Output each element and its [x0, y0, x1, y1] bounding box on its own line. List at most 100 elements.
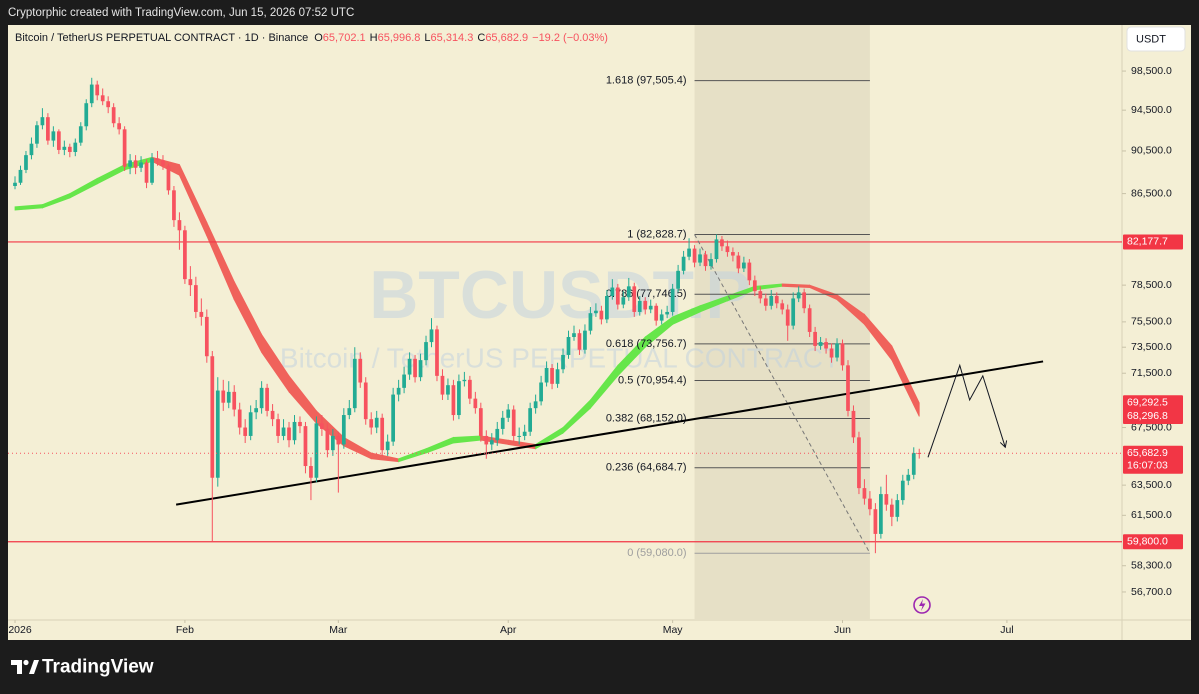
candle-body — [265, 387, 269, 411]
candle-body — [232, 391, 237, 410]
candle-body — [314, 423, 319, 478]
candle-body — [139, 162, 143, 168]
y-tick-label: 78,500.0 — [1131, 279, 1172, 291]
candle-body — [193, 285, 198, 312]
candle-body — [709, 259, 713, 267]
alert-ring — [913, 596, 931, 614]
candle-body — [24, 155, 28, 170]
candle-body — [237, 409, 242, 428]
candle-body — [785, 309, 790, 326]
candle-body — [446, 385, 450, 395]
candle-body — [363, 382, 368, 420]
logo-mark — [23, 659, 29, 666]
candle-body — [692, 248, 697, 263]
candle-body — [451, 385, 456, 416]
legend-value: 65,314.3 — [431, 32, 474, 44]
candle-body — [336, 435, 341, 445]
candle-body — [128, 160, 132, 167]
candle-body — [835, 343, 839, 358]
candle-body — [413, 358, 417, 378]
brand-logo: TradingView — [11, 657, 154, 678]
x-tick-label: 2026 — [8, 624, 32, 636]
candle-body — [577, 333, 582, 350]
candle-body — [550, 367, 554, 384]
y-tick-label: 98,500.0 — [1131, 65, 1172, 77]
fib-label: 1 (82,828.7) — [627, 228, 686, 240]
candle-body — [703, 254, 708, 267]
candle-body — [320, 423, 324, 429]
level-price-text: 82,177.7 — [1127, 236, 1168, 248]
candle-body — [840, 343, 845, 366]
candle-body — [752, 280, 757, 292]
candle-body — [851, 410, 856, 438]
legend-key: H — [370, 32, 378, 44]
candle-body — [40, 117, 45, 126]
watermark-subtitle: Bitcoin / TetherUS PERPETUAL CONTRACT — [280, 342, 840, 373]
candle-body — [780, 303, 785, 310]
candle-body — [303, 426, 308, 467]
x-tick-label: Jun — [834, 624, 851, 636]
candle-body — [884, 494, 889, 505]
candle-body — [736, 255, 741, 269]
candle-body — [621, 297, 626, 305]
x-tick-label: Apr — [500, 624, 517, 636]
candle-body — [429, 329, 434, 343]
legend-key: C — [477, 32, 485, 44]
candle-body — [763, 298, 768, 306]
candle-body — [495, 428, 500, 441]
y-tick-label: 58,300.0 — [1131, 560, 1172, 572]
candle-body — [572, 333, 576, 337]
candle-body — [199, 311, 204, 317]
candle-body — [292, 421, 297, 441]
candle-body — [270, 410, 275, 420]
alert-icon[interactable] — [913, 596, 931, 614]
candle-body — [67, 146, 72, 153]
candle-body — [758, 291, 763, 299]
candle-body — [358, 358, 363, 383]
ribbon-lower-text: 68,296.8 — [1127, 410, 1168, 422]
candle-body — [544, 367, 549, 383]
candle-body — [539, 382, 543, 402]
x-tick-label: May — [663, 624, 684, 636]
candle-body — [517, 435, 522, 437]
candle-body — [681, 256, 686, 271]
candle-body — [259, 387, 264, 409]
candle-body — [407, 358, 412, 375]
y-tick-label: 61,500.0 — [1131, 509, 1172, 521]
candle-body — [594, 310, 598, 314]
candle-body — [254, 408, 259, 413]
candle-body — [473, 398, 478, 409]
currency-button[interactable] — [1126, 26, 1186, 52]
x-tick-label: Mar — [329, 624, 348, 636]
candle-body — [73, 142, 78, 153]
candle-body — [435, 329, 439, 376]
candle-body — [522, 431, 527, 436]
candle-body — [78, 126, 83, 143]
candle-body — [599, 310, 604, 320]
candle-body — [215, 390, 220, 478]
candle-body — [276, 419, 280, 436]
candle-body — [402, 374, 406, 388]
candle-body — [796, 292, 801, 299]
fib-label: 0.236 (64,684.7) — [606, 462, 687, 474]
legend-change: −19.2 (−0.03%) — [532, 32, 608, 44]
candle-body — [204, 316, 209, 357]
candle-body — [468, 379, 472, 399]
candle-body — [900, 480, 905, 501]
candle-body — [802, 292, 807, 309]
candle-body — [385, 441, 390, 451]
candle-body — [698, 254, 702, 263]
brand-name: TradingView — [42, 657, 154, 678]
candle-body — [51, 131, 56, 141]
candle-body — [725, 246, 730, 253]
alert-bolt — [919, 599, 926, 611]
candle-body — [155, 158, 160, 161]
candle-body — [172, 190, 176, 221]
y-tick-label: 94,500.0 — [1131, 104, 1172, 116]
candle-body — [687, 248, 691, 257]
candle-body — [774, 296, 779, 304]
legend-value: 65,996.8 — [378, 32, 421, 44]
ribbon-upper-text: 69,292.5 — [1127, 397, 1168, 409]
candle-body — [424, 342, 428, 361]
